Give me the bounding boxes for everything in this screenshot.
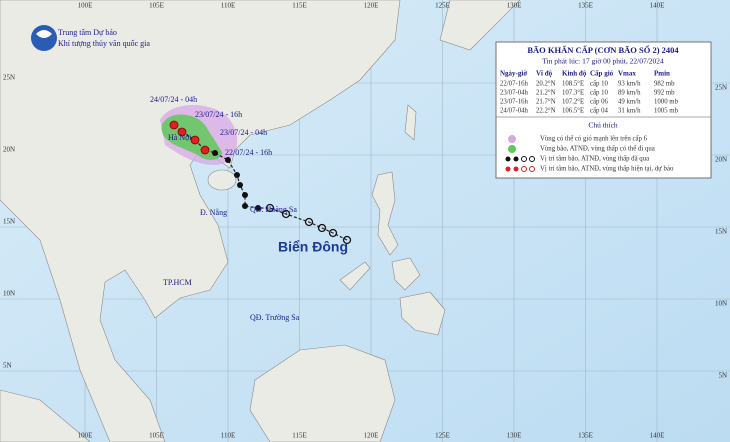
- table-cell: 23/07-04h: [500, 90, 529, 97]
- place-label: TP.HCM: [163, 278, 192, 287]
- table-cell: 20.2°N: [536, 81, 556, 88]
- legend-panel: [495, 41, 712, 179]
- lat-label: 20N: [715, 156, 727, 164]
- key-symbol: [508, 135, 516, 143]
- lat-label: 5N: [718, 372, 727, 380]
- table-cell: 21.7°N: [536, 99, 556, 106]
- lon-label: 105E: [149, 2, 164, 10]
- storm-track: [173, 124, 348, 241]
- time-label: 23/07/24 - 16h: [195, 110, 242, 119]
- place-label: QĐ. Trường Sa: [250, 313, 300, 322]
- lat-label: 15N: [715, 228, 727, 236]
- table-cell: 1005 mb: [654, 108, 679, 115]
- table-cell: cấp 10: [590, 81, 609, 88]
- lon-label: 130E: [507, 432, 522, 440]
- forecast-table: Ngày-giờ Vĩ độ Kinh độ Cấp gió Vmax Pmin 22/07…: [500, 70, 679, 115]
- lon-label: 125E: [435, 2, 450, 10]
- time-label: 23/07/24 - 04h: [220, 128, 267, 137]
- key-item: Vị trí tâm bão, ATNĐ, vùng thấp hiện tại…: [540, 166, 674, 173]
- key-title: Chú thích: [588, 121, 618, 130]
- lon-label: 120E: [364, 2, 379, 10]
- sea-label: Biển Đông: [278, 239, 348, 255]
- table-cell: cấp 04: [590, 108, 609, 115]
- table-cell: cấp 06: [590, 99, 609, 106]
- lat-label: 25N: [715, 84, 727, 92]
- table-cell: 107.3°E: [562, 90, 584, 97]
- key-item: Vùng bão, ATNĐ, vùng thấp có thể đi qua: [540, 146, 655, 153]
- org-subname: Khí tượng thủy văn quốc gia: [58, 39, 150, 48]
- lon-label: 120E: [364, 432, 379, 440]
- key-symbol: [505, 166, 535, 172]
- lat-label: 20N: [3, 146, 15, 154]
- time-label: 24/07/24 - 04h: [150, 95, 197, 104]
- table-cell: 22/07-16h: [500, 81, 529, 88]
- lon-label: 125E: [435, 432, 450, 440]
- table-cell: 106.5°E: [562, 108, 584, 115]
- table-header: Vĩ độ: [536, 70, 553, 78]
- lon-label: 130E: [507, 2, 522, 10]
- org-name: Trung tâm Dự báo: [58, 28, 117, 37]
- key-item: Vị trí tâm bão, ATNĐ, vùng thấp đã qua: [540, 156, 649, 163]
- lat-label: 5N: [3, 362, 12, 370]
- lon-label: 110E: [221, 432, 236, 440]
- key-symbol: [508, 145, 516, 153]
- table-cell: 992 mb: [654, 90, 675, 97]
- bulletin-issued: Tin phát lúc: 17 giờ 00 phút, 22/07/2024: [542, 57, 664, 66]
- bulletin-title: BÃO KHẨN CẤP (CƠN BÃO SỐ 2) 2404: [527, 45, 679, 55]
- table-cell: 89 km/h: [618, 90, 641, 97]
- table-header: Pmin: [654, 70, 670, 78]
- table-header: Cấp gió: [590, 70, 614, 78]
- lon-label: 135E: [578, 432, 593, 440]
- key-item: Vùng có thể có gió mạnh lên trên cấp 6: [540, 136, 648, 143]
- table-cell: 24/07-04h: [500, 108, 529, 115]
- table-cell: 982 mb: [654, 81, 675, 88]
- lon-label: 110E: [221, 2, 236, 10]
- table-header: Vmax: [618, 70, 636, 78]
- place-label: Đ. Nẵng: [200, 208, 227, 217]
- lat-label: 15N: [3, 218, 15, 226]
- table-cell: 23/07-16h: [500, 99, 529, 106]
- lat-label: 10N: [3, 290, 15, 298]
- lon-label: 115E: [292, 432, 307, 440]
- lon-label: 100E: [78, 432, 93, 440]
- table-cell: 1000 mb: [654, 99, 679, 106]
- table-header: Ngày-giờ: [500, 70, 527, 78]
- table-header: Kinh độ: [562, 70, 587, 78]
- lon-label: 140E: [650, 2, 665, 10]
- table-cell: cấp 10: [590, 90, 609, 97]
- logo-mark: [36, 30, 52, 38]
- key-symbol: [505, 156, 535, 162]
- past-storm-positions: [212, 150, 261, 211]
- table-cell: 21.2°N: [536, 90, 556, 97]
- place-label: Hà Nội: [168, 133, 192, 142]
- table-cell: 108.5°E: [562, 81, 584, 88]
- land: [0, 0, 521, 442]
- lon-label: 105E: [149, 432, 164, 440]
- table-cell: 93 km/h: [618, 81, 641, 88]
- table-cell: 31 km/h: [618, 108, 641, 115]
- table-cell: 22.2°N: [536, 108, 556, 115]
- time-label: 22/07/24 - 16h: [225, 148, 272, 157]
- forecast-positions: [169, 120, 210, 155]
- place-label: QĐ. Hoàng Sa: [250, 205, 297, 214]
- past-positions: [265, 203, 352, 245]
- lon-label: 135E: [578, 2, 593, 10]
- table-cell: 49 km/h: [618, 99, 641, 106]
- lat-label: 25N: [3, 74, 15, 82]
- lon-label: 115E: [292, 2, 307, 10]
- lon-label: 140E: [650, 432, 665, 440]
- lat-label: 10N: [715, 300, 727, 308]
- table-cell: 107.2°E: [562, 99, 584, 106]
- lon-label: 100E: [78, 2, 93, 10]
